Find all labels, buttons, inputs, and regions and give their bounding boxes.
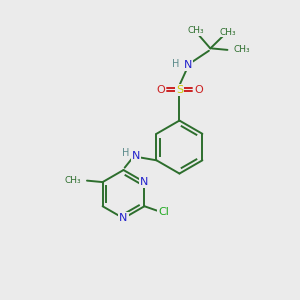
Text: O: O xyxy=(156,85,165,94)
Text: Cl: Cl xyxy=(158,207,169,217)
Text: CH₃: CH₃ xyxy=(64,176,81,185)
Text: CH₃: CH₃ xyxy=(187,26,204,35)
Text: N: N xyxy=(140,177,148,187)
Text: CH₃: CH₃ xyxy=(233,45,250,54)
Text: N: N xyxy=(119,213,128,223)
Text: H: H xyxy=(172,59,180,69)
Text: N: N xyxy=(132,151,140,161)
Text: O: O xyxy=(194,85,203,94)
Text: CH₃: CH₃ xyxy=(219,28,236,37)
Text: S: S xyxy=(176,85,183,94)
Text: N: N xyxy=(184,61,193,70)
Text: H: H xyxy=(122,148,129,158)
